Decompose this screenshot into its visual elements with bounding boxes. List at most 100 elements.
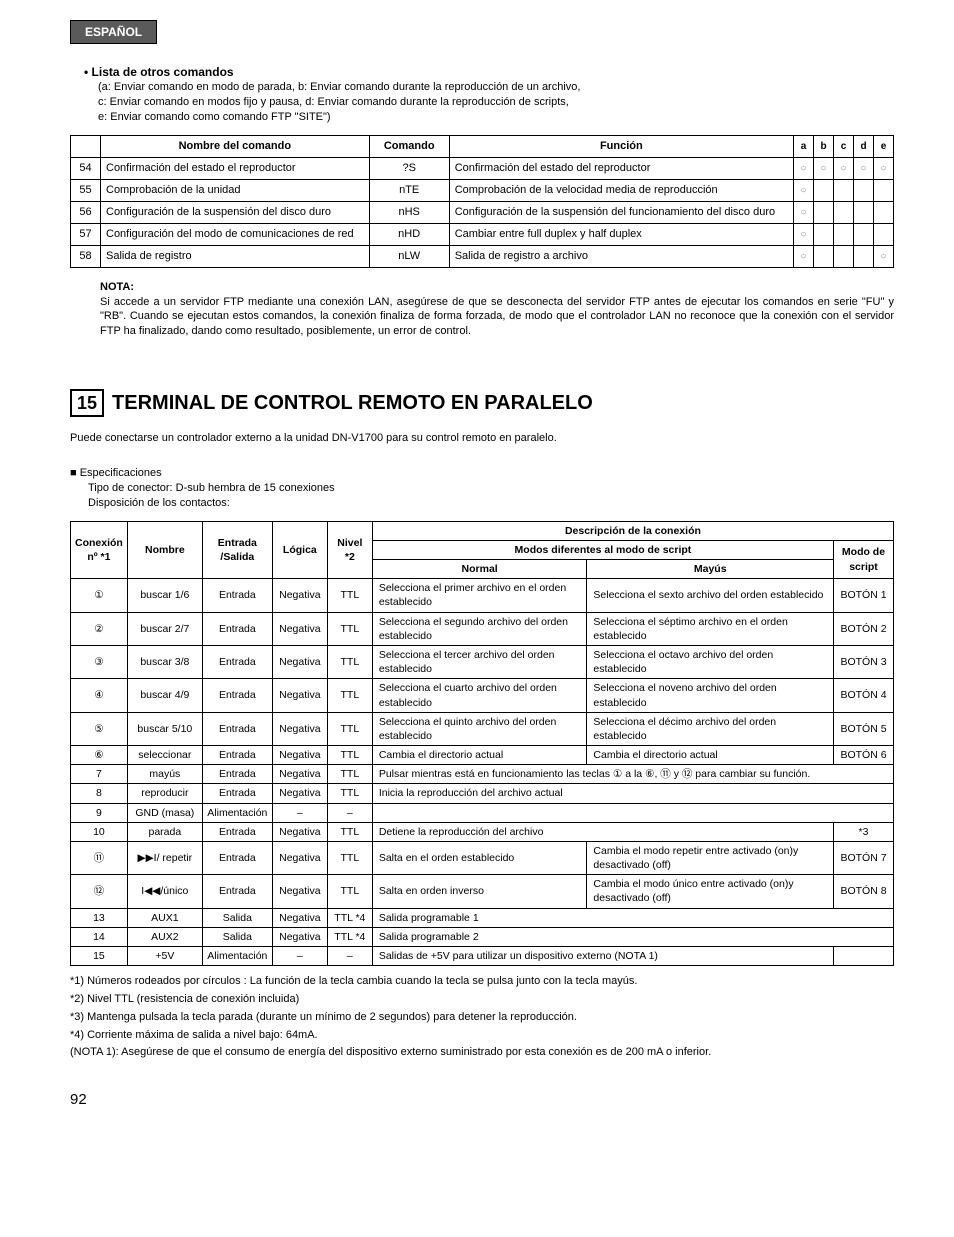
row-name: Comprobación de la unidad [101, 179, 370, 201]
row-d [854, 223, 874, 245]
row-desc [372, 803, 893, 822]
row-script: BOTÓN 2 [834, 612, 894, 645]
row-logic: Negativa [272, 784, 327, 803]
row-io: Entrada [202, 579, 272, 612]
row-c [834, 201, 854, 223]
row-level: TTL [327, 875, 372, 908]
language-badge: ESPAÑOL [70, 20, 157, 44]
row-normal: Selecciona el quinto archivo del orden e… [372, 712, 587, 745]
row-desc: Pulsar mientras está en funcionamiento l… [372, 765, 893, 784]
row-io: Entrada [202, 712, 272, 745]
footnote-n1: (NOTA 1): Asegúrese de que el consumo de… [70, 1045, 894, 1060]
row-shift: Cambia el modo repetir entre activado (o… [587, 841, 834, 874]
row-a: ○ [794, 157, 814, 179]
row-script: BOTÓN 5 [834, 712, 894, 745]
row-pin: 15 [71, 946, 128, 965]
row-e [874, 201, 894, 223]
row-shift: Cambia el directorio actual [587, 746, 834, 765]
row-logic: – [272, 946, 327, 965]
row-pname: buscar 5/10 [127, 712, 202, 745]
table-row: ③buscar 3/8EntradaNegativaTTLSelecciona … [71, 646, 894, 679]
row-pname: ▶▶I/ repetir [127, 841, 202, 874]
row-b [814, 179, 834, 201]
row-d [854, 201, 874, 223]
row-e: ○ [874, 157, 894, 179]
commands-table: Nombre del comando Comando Función a b c… [70, 135, 894, 268]
row-logic: Negativa [272, 679, 327, 712]
row-pname: parada [127, 822, 202, 841]
row-io: Entrada [202, 646, 272, 679]
table-row: 56Configuración de la suspensión del dis… [71, 201, 894, 223]
row-pname: buscar 3/8 [127, 646, 202, 679]
table-row: 54Confirmación del estado el reproductor… [71, 157, 894, 179]
row-cmd: nLW [369, 245, 449, 267]
table-row: 9GND (masa)Alimentación–– [71, 803, 894, 822]
row-pin: 7 [71, 765, 128, 784]
footnote-4: *4) Corriente máxima de salida a nivel b… [70, 1028, 894, 1043]
row-func: Comprobación de la velocidad media de re… [449, 179, 793, 201]
row-shift: Selecciona el décimo archivo del orden e… [587, 712, 834, 745]
row-normal: Salta en orden inverso [372, 875, 587, 908]
command-note-c: c: Enviar comando en modos fijo y pausa,… [98, 95, 894, 110]
row-pin: ⑪ [71, 841, 128, 874]
note-label: NOTA: [100, 280, 894, 295]
row-e [874, 223, 894, 245]
row-name: Confirmación del estado el reproductor [101, 157, 370, 179]
table-row: ②buscar 2/7EntradaNegativaTTLSelecciona … [71, 612, 894, 645]
col-a: a [794, 135, 814, 157]
table-row: 58Salida de registronLWSalida de registr… [71, 245, 894, 267]
row-level: TTL [327, 765, 372, 784]
row-level: – [327, 946, 372, 965]
row-io: Entrada [202, 765, 272, 784]
row-pin: ⑤ [71, 712, 128, 745]
note-text: Si accede a un servidor FTP mediante una… [100, 295, 894, 340]
list-title: Lista de otros comandos [84, 64, 894, 80]
row-desc: Salida programable 1 [372, 908, 893, 927]
col-normal: Normal [372, 560, 587, 579]
row-io: Alimentación [202, 946, 272, 965]
row-level: TTL [327, 712, 372, 745]
row-level: TTL [327, 784, 372, 803]
footnote-3: *3) Mantenga pulsada la tecla parada (du… [70, 1010, 894, 1025]
row-io: Entrada [202, 679, 272, 712]
row-pname: buscar 4/9 [127, 679, 202, 712]
footnotes: *1) Números rodeados por círculos : La f… [70, 974, 894, 1060]
row-normal: Selecciona el primer archivo en el orden… [372, 579, 587, 612]
table-row: 55Comprobación de la unidadnTEComprobaci… [71, 179, 894, 201]
section-header: 15 TERMINAL DE CONTROL REMOTO EN PARALEL… [70, 389, 894, 417]
row-level: TTL [327, 746, 372, 765]
row-script: BOTÓN 3 [834, 646, 894, 679]
row-script: BOTÓN 1 [834, 579, 894, 612]
command-note-a: (a: Enviar comando en modo de parada, b:… [98, 80, 894, 95]
footnote-2: *2) Nivel TTL (resistencia de conexión i… [70, 992, 894, 1007]
table-row: 57Configuración del modo de comunicacion… [71, 223, 894, 245]
row-func: Cambiar entre full duplex y half duplex [449, 223, 793, 245]
row-func: Configuración de la suspensión del funci… [449, 201, 793, 223]
row-normal: Detiene la reproducción del archivo [372, 822, 833, 841]
row-normal: Cambia el directorio actual [372, 746, 587, 765]
row-script: BOTÓN 4 [834, 679, 894, 712]
row-pname: GND (masa) [127, 803, 202, 822]
spec-label: Especificaciones [70, 466, 894, 481]
row-normal: Selecciona el cuarto archivo del orden e… [372, 679, 587, 712]
row-shift: Cambia el modo único entre activado (on)… [587, 875, 834, 908]
command-note-e: e: Enviar comando como comando FTP "SITE… [98, 110, 894, 125]
row-cmd: nHS [369, 201, 449, 223]
row-shift: Selecciona el sexto archivo del orden es… [587, 579, 834, 612]
table-row: 8reproducirEntradaNegativaTTLInicia la r… [71, 784, 894, 803]
row-pname: +5V [127, 946, 202, 965]
row-level: TTL [327, 612, 372, 645]
table-row: ⑤buscar 5/10EntradaNegativaTTLSelecciona… [71, 712, 894, 745]
table-row: ⑥seleccionarEntradaNegativaTTLCambia el … [71, 746, 894, 765]
row-io: Salida [202, 927, 272, 946]
row-shift: Selecciona el octavo archivo del orden e… [587, 646, 834, 679]
row-normal: Salidas de +5V para utilizar un disposit… [372, 946, 833, 965]
row-cmd: nHD [369, 223, 449, 245]
col-io: Entrada /Salida [202, 521, 272, 579]
table-row: ⑪▶▶I/ repetirEntradaNegativaTTLSalta en … [71, 841, 894, 874]
col-b: b [814, 135, 834, 157]
row-b [814, 201, 834, 223]
row-name: Configuración del modo de comunicaciones… [101, 223, 370, 245]
section-number: 15 [70, 389, 104, 417]
row-pin: ⑥ [71, 746, 128, 765]
